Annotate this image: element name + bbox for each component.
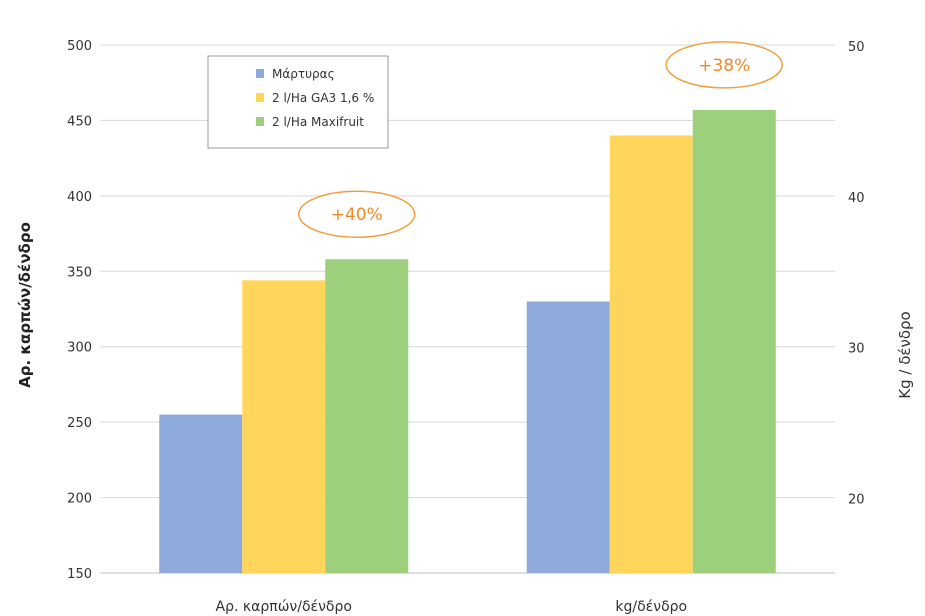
annotations: +40% +38% — [298, 41, 783, 238]
right-tick-label: 30 — [848, 342, 865, 357]
annotation-label: +38% — [698, 56, 750, 76]
bar-2-cat-1 — [242, 280, 326, 573]
bars — [159, 109, 776, 574]
left-tick-label: 350 — [67, 265, 92, 280]
category-label: kg/δένδρο — [615, 599, 687, 615]
legend-box — [207, 55, 389, 149]
annotation-label: +40% — [331, 205, 383, 225]
bar-3-cat-2 — [692, 109, 776, 574]
right-tick-label: 40 — [848, 191, 865, 206]
left-tick-label: 500 — [67, 39, 92, 54]
right-tick-label: 20 — [848, 493, 865, 508]
right-axis-ticks: 20 30 40 50 — [848, 40, 865, 508]
left-tick-label: 150 — [67, 567, 92, 582]
category-labels: Αρ. καρπών/δένδρο kg/δένδρο — [216, 599, 688, 615]
legend-label: Μάρτυρας — [272, 67, 335, 81]
annotation-ellipse — [298, 190, 416, 238]
legend-swatch — [256, 117, 264, 126]
left-tick-label: 200 — [67, 492, 92, 507]
bar-3-cat-1 — [325, 259, 409, 573]
right-tick-label: 50 — [848, 40, 865, 55]
left-tick-label: 300 — [67, 341, 92, 356]
left-tick-label: 400 — [67, 190, 92, 205]
annotation-ellipse — [665, 41, 783, 89]
right-axis-title: Kg / δένδρο — [896, 311, 914, 399]
legend-swatch — [256, 69, 264, 78]
bar-1-cat-1 — [159, 414, 243, 573]
legend-swatch — [256, 93, 264, 102]
left-axis-title: Αρ. καρπών/δένδρο — [16, 222, 34, 388]
left-axis-ticks: 150 200 250 300 350 400 450 500 — [67, 39, 92, 582]
left-tick-label: 250 — [67, 416, 92, 431]
legend-label: 2 l/Ha GA3 1,6 % — [272, 91, 374, 105]
bar-2-cat-2 — [609, 135, 693, 573]
legend: Μάρτυρας 2 l/Ha GA3 1,6 % 2 l/Ha Maxifruit — [207, 55, 389, 149]
bar-1-cat-2 — [526, 301, 610, 573]
left-tick-label: 450 — [67, 114, 92, 129]
category-label: Αρ. καρπών/δένδρο — [216, 599, 352, 615]
legend-label: 2 l/Ha Maxifruit — [272, 115, 364, 129]
